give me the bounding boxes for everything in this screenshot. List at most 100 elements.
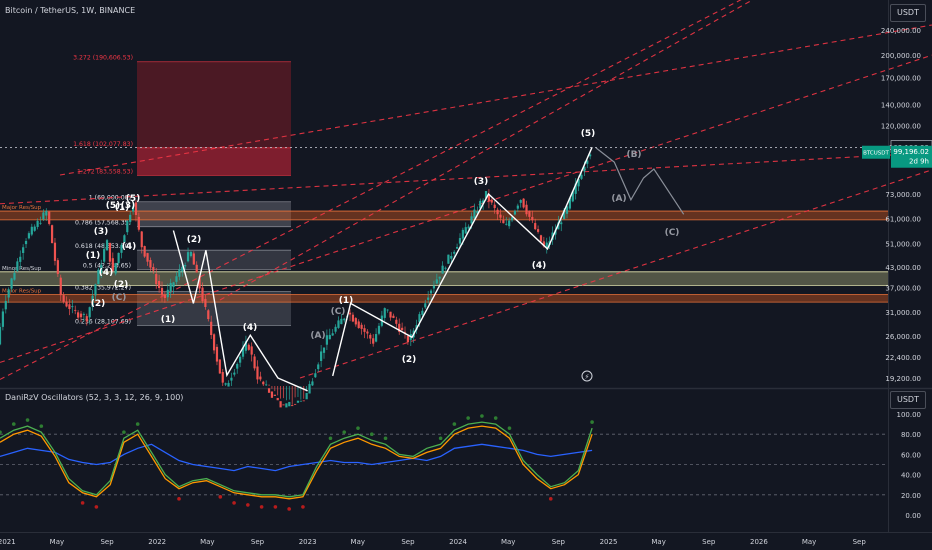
wave-label: (2) xyxy=(91,299,106,309)
candle-body xyxy=(351,314,355,322)
time-tick-label: Sep xyxy=(251,538,265,546)
candle-body xyxy=(317,364,320,370)
candle-body xyxy=(421,310,424,315)
candle-body xyxy=(175,276,178,282)
candle-body xyxy=(273,394,276,396)
candle-body xyxy=(74,309,77,311)
candle-body xyxy=(1,311,4,327)
candle-body xyxy=(212,334,216,351)
candle-body xyxy=(195,264,198,273)
osc-dot xyxy=(218,495,223,499)
candle-body xyxy=(586,160,589,164)
time-tick-label: May xyxy=(501,538,515,546)
osc-dot xyxy=(259,505,264,509)
candle-body xyxy=(100,264,103,273)
wave-label: (3) xyxy=(94,227,109,237)
candle-body xyxy=(198,276,201,289)
candle-body xyxy=(192,253,195,265)
candle-body xyxy=(536,229,540,232)
candle-body xyxy=(354,318,357,325)
candle-body xyxy=(308,384,311,394)
candle-body xyxy=(447,254,450,264)
candle-body xyxy=(574,183,577,194)
candle-body xyxy=(39,222,42,224)
candle-body xyxy=(432,285,436,289)
time-tick-label: 2026 xyxy=(750,538,768,546)
zone-label: Minor Res/Sup xyxy=(2,266,42,272)
candle-body xyxy=(13,273,16,280)
candle-body xyxy=(265,384,268,386)
candle-body xyxy=(241,347,245,357)
candle-body xyxy=(539,235,543,242)
candle-body xyxy=(270,391,274,398)
candle-body xyxy=(513,210,517,215)
candle-body xyxy=(59,277,62,296)
candle-body xyxy=(467,226,470,229)
candle-body xyxy=(184,265,187,267)
indicator-currency-button[interactable]: USDT xyxy=(890,391,926,409)
candle-body xyxy=(0,326,2,345)
osc-tick-label: 40.00 xyxy=(901,472,921,480)
time-tick-label: May xyxy=(651,538,665,546)
candle-body xyxy=(531,216,534,221)
last-price-symbol: BTCUSDT xyxy=(863,151,889,157)
osc-dot xyxy=(342,430,347,434)
osc-dot xyxy=(25,418,30,422)
candle-body xyxy=(496,209,499,215)
candle-body xyxy=(186,252,190,262)
trendline xyxy=(59,24,932,176)
wave-label: (C) xyxy=(665,228,680,238)
candle-body xyxy=(479,200,482,209)
candle-body xyxy=(386,309,389,311)
candle-body xyxy=(45,210,48,216)
candle-body xyxy=(166,289,169,298)
candle-body xyxy=(435,279,438,284)
candle-body xyxy=(4,301,7,310)
candle-body xyxy=(293,403,297,405)
candle-body xyxy=(62,295,65,302)
candle-body xyxy=(311,381,314,386)
wave-path xyxy=(172,230,308,392)
candle-body xyxy=(155,274,158,285)
time-tick-label: May xyxy=(351,538,365,546)
time-tick-label: Sep xyxy=(100,538,114,546)
candle-body xyxy=(250,346,253,355)
osc-dot xyxy=(301,505,305,509)
candle-body xyxy=(33,226,36,231)
wave-label: (3) xyxy=(474,177,489,187)
fib-level-label: 0.5 (42,233.65) xyxy=(83,262,131,269)
time-tick-label: 2022 xyxy=(148,538,166,546)
osc-dot xyxy=(246,503,250,507)
candle-body xyxy=(94,284,97,296)
candle-body xyxy=(534,223,537,230)
candle-body xyxy=(207,310,210,320)
price-tick-label: 61,000.00 xyxy=(885,216,921,224)
trendline xyxy=(0,0,742,380)
currency-button[interactable]: USDT xyxy=(890,4,926,22)
price-tick-label: 73,000.00 xyxy=(885,191,921,199)
osc-dot xyxy=(493,416,498,420)
price-tick-label: 120,000.00 xyxy=(881,123,921,131)
candle-body xyxy=(256,366,259,380)
osc-dot xyxy=(590,420,594,424)
candle-body xyxy=(276,397,279,401)
candle-body xyxy=(137,216,140,230)
osc-dot xyxy=(548,497,553,501)
fib-level-label: 0.618 (48,553.30) xyxy=(75,243,131,250)
candle-body xyxy=(126,220,129,233)
price-tick-label: 140,000.00 xyxy=(881,101,921,109)
osc-tick-label: 60.00 xyxy=(901,451,921,459)
time-tick-label: 2021 xyxy=(0,538,16,546)
candle-body xyxy=(487,194,491,202)
wave-label: (2) xyxy=(114,280,129,290)
candle-body xyxy=(343,318,346,321)
candle-body xyxy=(178,269,181,277)
wave-label: (C) xyxy=(112,293,127,303)
wave-label: (1) xyxy=(339,296,354,306)
osc-line xyxy=(0,443,593,472)
wave-label: (A) xyxy=(310,331,325,341)
candle-body xyxy=(490,199,493,203)
candle-body xyxy=(438,276,441,279)
candle-body xyxy=(267,388,271,393)
